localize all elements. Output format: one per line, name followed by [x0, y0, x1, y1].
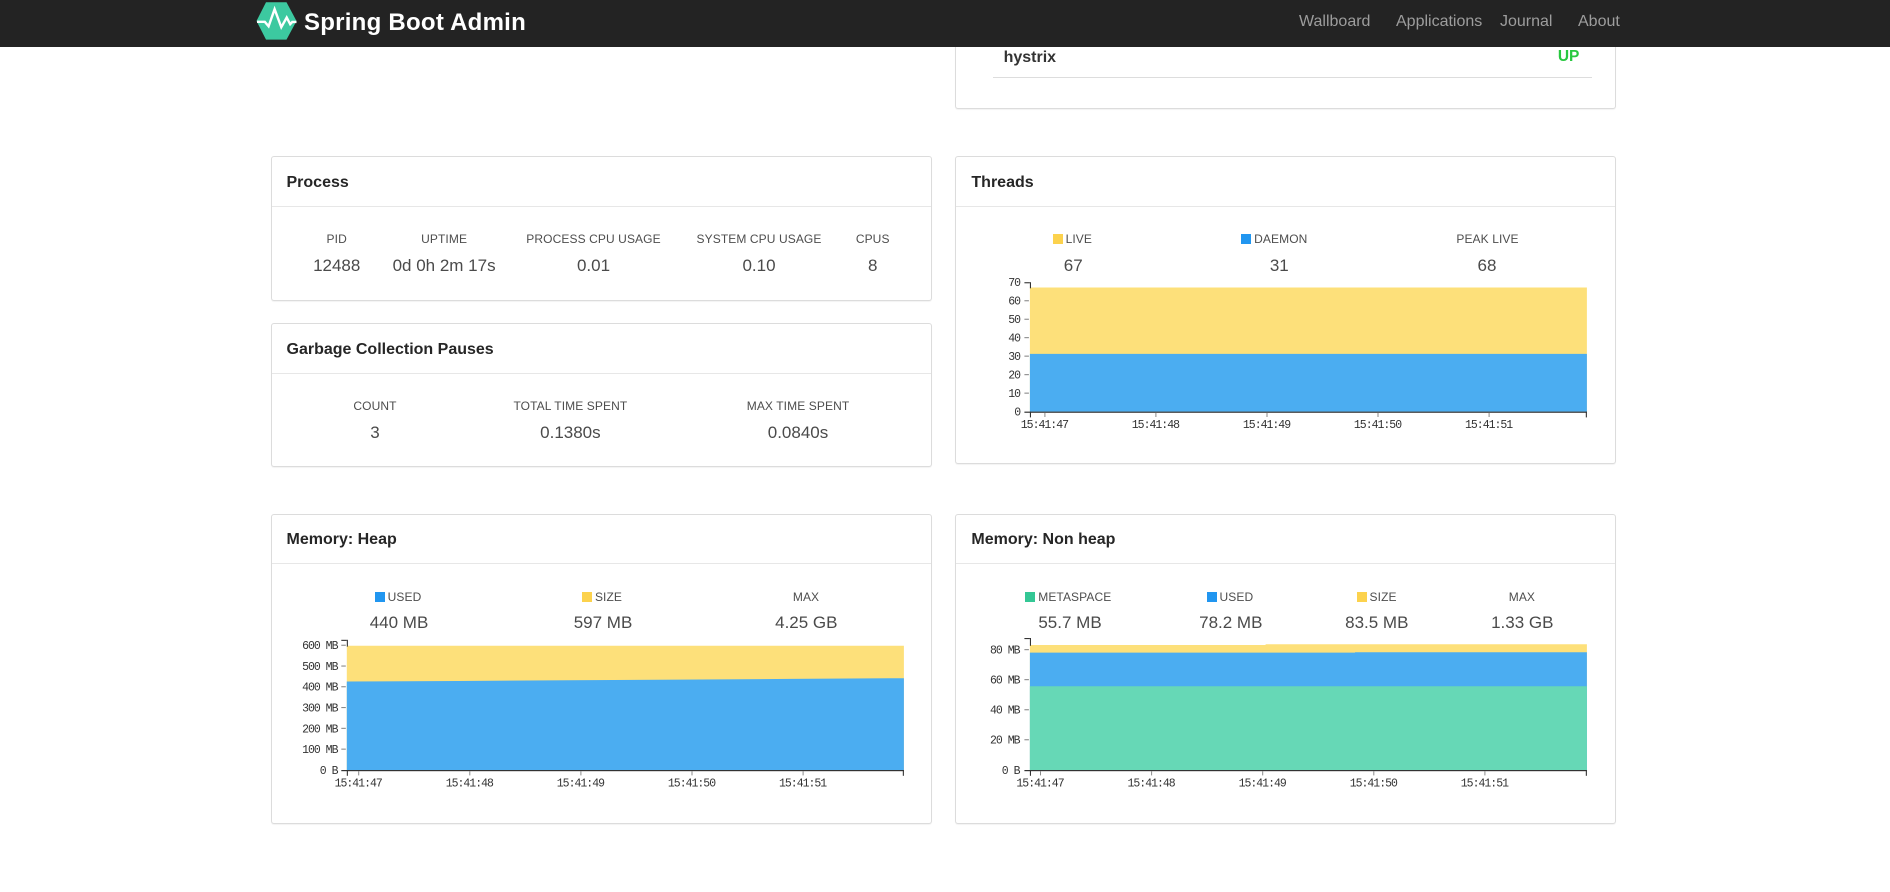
- svg-text:15:41:51: 15:41:51: [778, 777, 826, 790]
- svg-text:60 MB: 60 MB: [990, 674, 1021, 687]
- svg-text:60: 60: [1009, 296, 1022, 309]
- svg-text:50: 50: [1009, 314, 1022, 327]
- svg-text:15:41:47: 15:41:47: [334, 777, 381, 790]
- svg-text:15:41:50: 15:41:50: [667, 777, 715, 790]
- svg-text:15:41:51: 15:41:51: [1461, 777, 1509, 790]
- svg-text:15:41:49: 15:41:49: [1243, 419, 1291, 432]
- svg-text:400 MB: 400 MB: [302, 681, 339, 694]
- svg-text:40 MB: 40 MB: [990, 704, 1021, 717]
- svg-text:20: 20: [1009, 370, 1022, 383]
- svg-text:15:41:48: 15:41:48: [1132, 419, 1180, 432]
- svg-text:500 MB: 500 MB: [302, 661, 339, 674]
- svg-text:70: 70: [1009, 277, 1022, 290]
- svg-text:30: 30: [1009, 351, 1022, 364]
- svg-text:15:41:50: 15:41:50: [1350, 777, 1398, 790]
- svg-text:15:41:47: 15:41:47: [1017, 777, 1064, 790]
- svg-text:0 B: 0 B: [319, 765, 338, 778]
- svg-text:15:41:47: 15:41:47: [1021, 419, 1068, 432]
- svg-text:40: 40: [1009, 333, 1022, 346]
- svg-text:80 MB: 80 MB: [990, 644, 1021, 657]
- svg-text:15:41:49: 15:41:49: [556, 777, 604, 790]
- svg-text:15:41:48: 15:41:48: [445, 777, 493, 790]
- svg-text:100 MB: 100 MB: [302, 744, 339, 757]
- svg-text:600 MB: 600 MB: [302, 640, 339, 653]
- svg-text:15:41:50: 15:41:50: [1354, 419, 1402, 432]
- svg-text:300 MB: 300 MB: [302, 702, 339, 715]
- svg-text:10: 10: [1009, 388, 1022, 401]
- svg-text:15:41:49: 15:41:49: [1239, 777, 1287, 790]
- svg-text:15:41:48: 15:41:48: [1128, 777, 1176, 790]
- svg-text:0: 0: [1015, 407, 1022, 420]
- svg-text:20 MB: 20 MB: [990, 734, 1021, 747]
- svg-text:15:41:51: 15:41:51: [1465, 419, 1513, 432]
- svg-text:0 B: 0 B: [1002, 764, 1021, 777]
- svg-text:200 MB: 200 MB: [302, 723, 339, 736]
